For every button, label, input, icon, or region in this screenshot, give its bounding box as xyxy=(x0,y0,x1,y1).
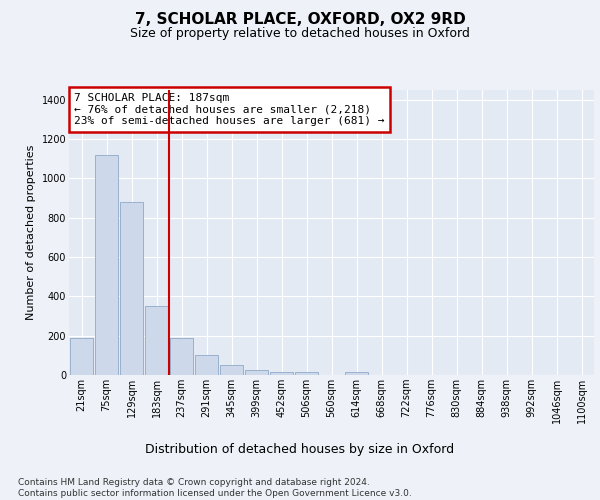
Bar xyxy=(120,202,143,375)
Text: 7 SCHOLAR PLACE: 187sqm
← 76% of detached houses are smaller (2,218)
23% of semi: 7 SCHOLAR PLACE: 187sqm ← 76% of detache… xyxy=(74,93,385,126)
Bar xyxy=(195,356,218,375)
Text: 7, SCHOLAR PLACE, OXFORD, OX2 9RD: 7, SCHOLAR PLACE, OXFORD, OX2 9RD xyxy=(134,12,466,28)
Bar xyxy=(145,306,168,375)
Bar xyxy=(270,372,293,375)
Text: Contains HM Land Registry data © Crown copyright and database right 2024.
Contai: Contains HM Land Registry data © Crown c… xyxy=(18,478,412,498)
Bar xyxy=(95,155,118,375)
Bar xyxy=(70,338,93,375)
Bar xyxy=(245,370,268,375)
Bar xyxy=(345,372,368,375)
Bar xyxy=(220,365,243,375)
Text: Size of property relative to detached houses in Oxford: Size of property relative to detached ho… xyxy=(130,28,470,40)
Bar xyxy=(170,338,193,375)
Text: Distribution of detached houses by size in Oxford: Distribution of detached houses by size … xyxy=(145,442,455,456)
Y-axis label: Number of detached properties: Number of detached properties xyxy=(26,145,36,320)
Bar xyxy=(295,372,318,375)
